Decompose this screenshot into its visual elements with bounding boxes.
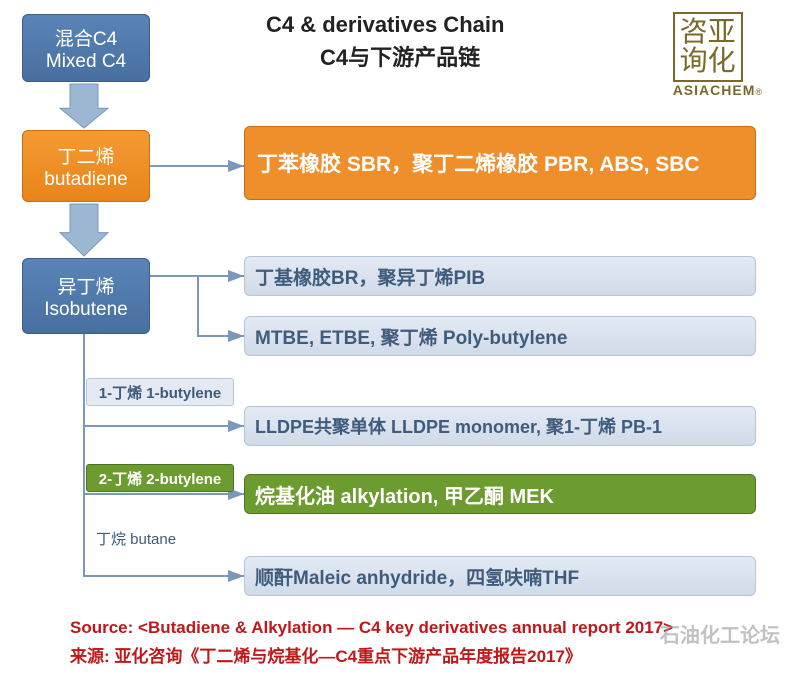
node-sbr: 丁苯橡胶 SBR，聚丁二烯橡胶 PBR, ABS, SBC	[244, 126, 756, 200]
node-mixed-c4-cn: 混合C4	[55, 24, 117, 51]
source-cn: 来源: 亚化咨询《丁二烯与烷基化—C4重点下游产品年度报告2017》	[70, 642, 582, 667]
node-br-pib-text: 丁基橡胶BR，聚异丁烯PIB	[255, 263, 485, 290]
node-butadiene-en: butadiene	[44, 169, 127, 191]
tag-2-butylene-text: 2-丁烯 2-butylene	[99, 468, 222, 489]
node-mixed-c4-en: Mixed C4	[46, 51, 126, 73]
source-en: Source: <Butadiene & Alkylation — C4 key…	[70, 618, 673, 638]
node-maleic-text: 顺酐Maleic anhydride，四氢呋喃THF	[255, 563, 579, 590]
node-alkylation: 烷基化油 alkylation, 甲乙酮 MEK	[244, 474, 756, 514]
node-isobutene-en: Isobutene	[44, 299, 127, 321]
node-lldpe: LLDPE共聚单体 LLDPE monomer, 聚1-丁烯 PB-1	[244, 406, 756, 446]
node-isobutene: 异丁烯 Isobutene	[22, 258, 150, 334]
node-lldpe-text: LLDPE共聚单体 LLDPE monomer, 聚1-丁烯 PB-1	[255, 413, 662, 439]
logo-reg: ®	[755, 87, 762, 97]
logo-brand: ASIACHEM	[673, 82, 756, 98]
tag-1-butylene: 1-丁烯 1-butylene	[86, 378, 234, 406]
node-alkylation-text: 烷基化油 alkylation, 甲乙酮 MEK	[255, 480, 554, 509]
node-sbr-text: 丁苯橡胶 SBR，聚丁二烯橡胶 PBR, ABS, SBC	[257, 148, 700, 178]
title-en: C4 & derivatives Chain	[266, 12, 504, 38]
node-mtbe-text: MTBE, ETBE, 聚丁烯 Poly-butylene	[255, 323, 567, 350]
node-butadiene-cn: 丁二烯	[57, 142, 114, 169]
tag-2-butylene: 2-丁烯 2-butylene	[86, 464, 234, 492]
node-mtbe: MTBE, ETBE, 聚丁烯 Poly-butylene	[244, 316, 756, 356]
watermark: 石油化工论坛	[660, 619, 780, 648]
node-br-pib: 丁基橡胶BR，聚异丁烯PIB	[244, 256, 756, 296]
logo-seal: 咨亚 询化	[673, 12, 743, 82]
node-isobutene-cn: 异丁烯	[57, 272, 114, 299]
tag-butane: 丁烷 butane	[96, 528, 176, 549]
node-butadiene: 丁二烯 butadiene	[22, 130, 150, 202]
node-maleic: 顺酐Maleic anhydride，四氢呋喃THF	[244, 556, 756, 596]
node-mixed-c4: 混合C4 Mixed C4	[22, 14, 150, 82]
tag-1-butylene-text: 1-丁烯 1-butylene	[99, 382, 222, 403]
title-cn: C4与下游产品链	[320, 40, 480, 72]
asiachem-logo: 咨亚 询化 ASIACHEM®	[673, 12, 762, 100]
